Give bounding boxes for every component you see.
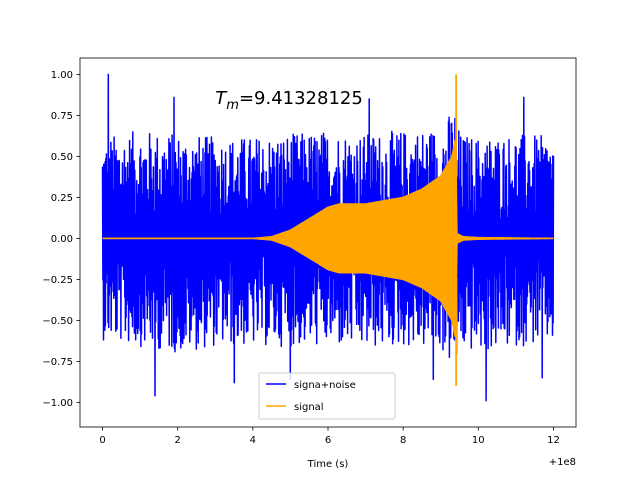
legend-label-noise: signa+noise xyxy=(294,380,356,391)
legend-label-signal: signal xyxy=(294,402,324,413)
tm-annotation: Tm=9.41328125 xyxy=(215,88,363,113)
series-layer xyxy=(101,73,555,402)
y-tick-label: 1.00 xyxy=(51,70,73,81)
y-tick-label: 0.50 xyxy=(51,152,73,163)
x-offset-label: +1e8 xyxy=(549,457,576,468)
legend: signa+noise signal xyxy=(258,372,396,420)
x-tick-label: 10 xyxy=(472,435,485,446)
y-tick-label: 0.75 xyxy=(51,111,73,122)
y-tick-label: 0.00 xyxy=(51,234,73,245)
legend-box xyxy=(258,372,396,420)
y-tick-label: −0.25 xyxy=(42,275,73,286)
x-tick-label: 0 xyxy=(99,435,105,446)
x-tick-label: 6 xyxy=(325,435,331,446)
x-axis-label: Time (s) xyxy=(307,459,349,470)
y-tick-label: −0.50 xyxy=(42,316,73,327)
y-tick-label: 0.25 xyxy=(51,193,73,204)
y-tick-label: −0.75 xyxy=(42,357,73,368)
annotation-value: =9.41328125 xyxy=(239,88,363,109)
y-tick-label: −1.00 xyxy=(42,398,73,409)
x-tick-label: 12 xyxy=(547,435,560,446)
annotation-prefix: T xyxy=(215,88,228,109)
x-tick-label: 2 xyxy=(175,435,181,446)
annotation-subscript: m xyxy=(226,98,239,113)
x-tick-label: 8 xyxy=(400,435,406,446)
x-tick-label: 4 xyxy=(250,435,256,446)
axes-layer: 0 2 4 6 8 10 12 1.00 0.75 0.50 0.25 0.00 −0.25 −0.50 −… xyxy=(42,57,577,446)
